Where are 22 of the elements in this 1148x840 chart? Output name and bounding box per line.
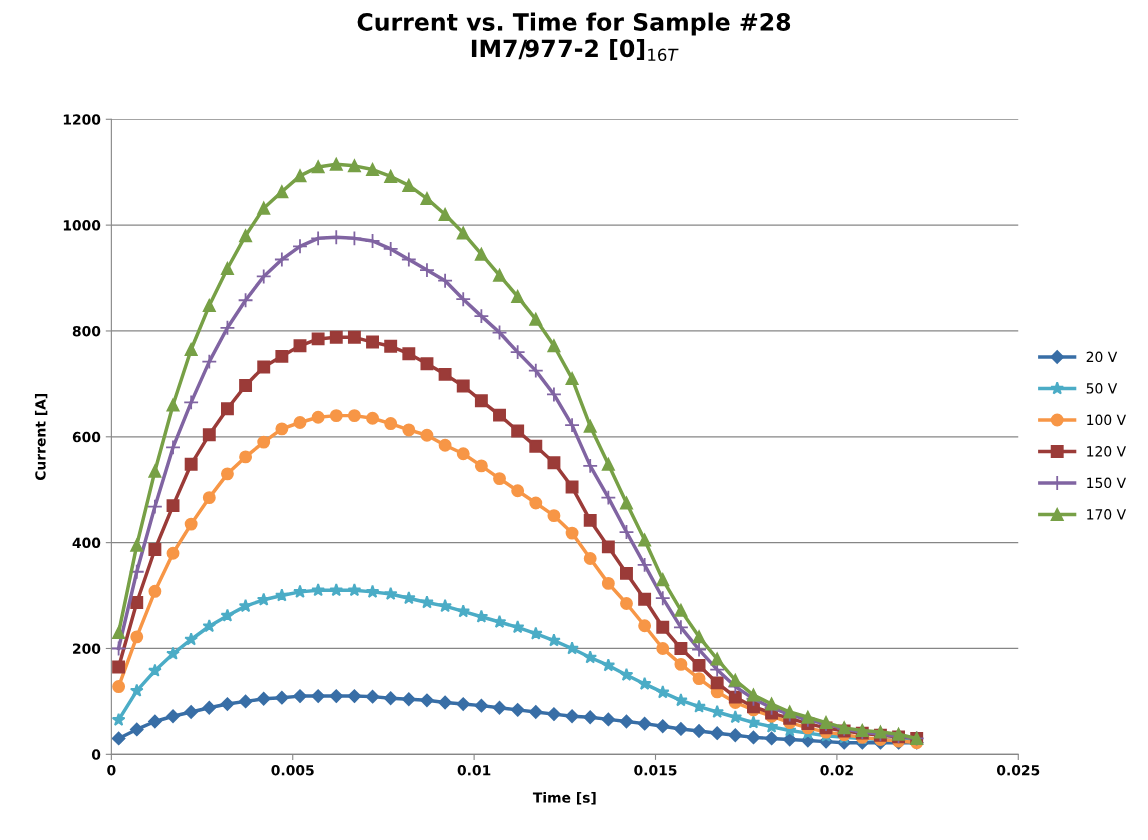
y-tick-label: 600	[72, 431, 101, 443]
chart-title: Current vs. Time for Sample #28 IM7/977-2 [0]$_{16T}$	[357, 12, 791, 62]
y-tick-label: 800	[72, 325, 101, 337]
legend-label: 20 V	[1086, 351, 1118, 363]
x-axis-title: Time [s]	[532, 792, 596, 805]
y-axis-title: Current [A]	[34, 393, 48, 481]
x-tick-label: 0.02	[820, 764, 853, 776]
legend-label: 170 V	[1087, 509, 1126, 520]
legend-label: 120 V	[1087, 446, 1126, 457]
legend-label: 150 V	[1087, 477, 1126, 489]
legend-label: 50 V	[1086, 383, 1118, 394]
y-tick-label: 1200	[63, 114, 101, 125]
x-tick-label: 0.015	[634, 764, 677, 776]
y-tick-label: 0	[91, 749, 101, 760]
x-tick-label: 0.01	[457, 764, 491, 776]
y-tick-label: 400	[72, 537, 101, 549]
legend-label: 100 V	[1087, 414, 1126, 426]
y-tick-label: 1000	[63, 220, 101, 231]
x-tick-label: 0	[107, 764, 116, 776]
y-tick-label: 200	[73, 643, 101, 654]
x-tick-label: 0.005	[271, 764, 314, 776]
x-tick-label: 0.025	[996, 764, 1040, 776]
